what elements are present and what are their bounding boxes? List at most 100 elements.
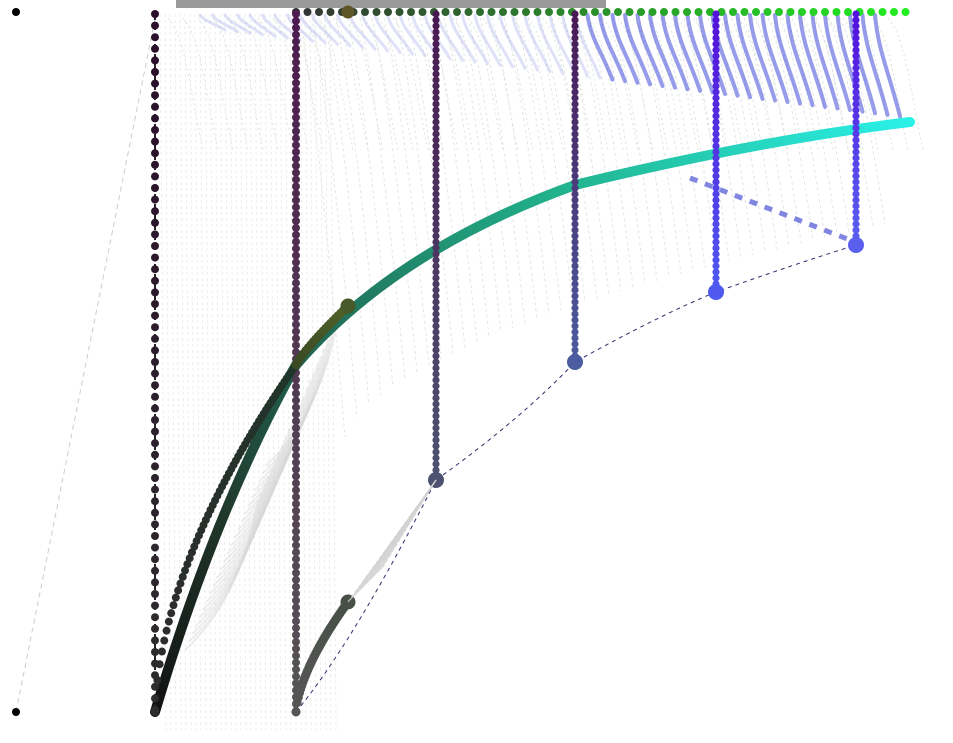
top-axis-dot <box>499 8 507 16</box>
left-vertical-dot <box>151 358 159 366</box>
vertical-line-2-end-marker <box>567 354 583 370</box>
vertical-line-1-dot <box>432 40 440 48</box>
center-vertical-dot <box>292 465 300 474</box>
left-vertical-dot <box>151 508 159 517</box>
vertical-line-4-dot <box>852 172 860 180</box>
vertical-line-3-dot <box>712 46 720 54</box>
diagram-marks <box>12 5 915 717</box>
vertical-line-1-dot <box>432 112 440 120</box>
vertical-line-4-end-marker <box>848 237 864 253</box>
blue-ghost-loop <box>448 13 477 64</box>
left-vertical-dot <box>151 416 159 424</box>
vertical-line-2-dot <box>571 16 579 24</box>
top-olive-marker <box>341 5 355 19</box>
vertical-line-2-dot <box>571 328 579 336</box>
gray-ghost-arc <box>243 363 319 515</box>
vertical-line-3-dot <box>712 214 720 222</box>
blue-ghost-loop <box>473 13 502 67</box>
vertical-line-1-dot <box>432 58 440 66</box>
vertical-line-1-dot <box>432 214 440 222</box>
center-vertical-dot <box>292 341 300 350</box>
vertical-line-3-dot <box>712 172 720 180</box>
left-vertical-dot <box>151 543 159 552</box>
gray-ghost-arc <box>264 315 340 467</box>
background-line <box>803 17 850 233</box>
vertical-line-1-dot <box>432 196 440 204</box>
background-line <box>737 17 774 151</box>
vertical-line-3-dot <box>712 40 720 48</box>
left-vertical-dot <box>151 648 159 656</box>
center-vertical-dot <box>292 320 300 329</box>
vertical-line-4-dot <box>852 184 860 192</box>
center-vertical-dot <box>292 644 300 653</box>
top-axis-dot <box>844 8 852 16</box>
left-guide-line <box>15 13 157 713</box>
left-vertical-dot <box>151 44 159 53</box>
left-vertical-dot <box>151 555 159 564</box>
gray-ghost-arc <box>236 379 312 531</box>
left-vertical-dot <box>151 184 159 192</box>
vertical-line-1-dot <box>432 34 440 42</box>
background-line <box>695 17 742 259</box>
background-lines <box>15 13 924 731</box>
background-line <box>347 17 384 151</box>
center-vertical-dot <box>292 430 300 439</box>
background-line <box>575 17 622 292</box>
center-vertical-dot <box>292 306 300 315</box>
top-axis-dot <box>786 8 795 16</box>
center-vertical-dot <box>292 506 300 515</box>
top-axis-dot <box>556 8 565 16</box>
vertical-line-1-dot <box>432 412 440 420</box>
ghost-lines <box>184 13 902 651</box>
vertical-line-4-dot <box>852 178 860 186</box>
vertical-line-1-dot <box>432 418 440 426</box>
main-curve <box>150 117 915 717</box>
center-vertical-dot <box>292 568 300 577</box>
vertical-line-1-dot <box>432 406 440 414</box>
blue-ghost-loop <box>773 13 802 106</box>
center-vertical-dot <box>292 493 300 501</box>
vertical-line-3-dot <box>712 262 720 270</box>
vertical-line-3-dot <box>712 238 720 246</box>
vertical-line-2-dot <box>571 40 579 48</box>
vertical-line-2-dot <box>571 130 579 138</box>
gray-ghost-arc <box>208 443 284 595</box>
left-curve-dot <box>164 617 173 626</box>
vertical-line-1-dot <box>432 370 440 378</box>
vertical-line-2-dot <box>571 10 579 18</box>
left-vertical-dot <box>151 230 159 239</box>
vertical-line-3-dot <box>712 16 720 24</box>
center-vertical-dot <box>292 223 300 232</box>
background-line <box>319 13 327 731</box>
blue-ghost-loop <box>685 13 715 95</box>
top-axis-dot <box>395 8 404 16</box>
vertical-line-1-dot <box>432 400 440 408</box>
background-line <box>314 13 322 731</box>
background-line <box>189 13 197 731</box>
center-vertical-dot <box>292 299 300 308</box>
lower-boundary-dashed <box>295 244 857 713</box>
left-curve-dot <box>151 708 159 716</box>
background-line <box>572 17 609 151</box>
vertical-line-1-dot <box>432 250 440 258</box>
blue-ghost-loop <box>810 13 840 111</box>
gray-fan-line <box>349 479 437 601</box>
vertical-line-3-dot <box>712 28 720 36</box>
top-axis-dot <box>602 8 611 16</box>
gray-ghost-arc <box>233 387 308 539</box>
vertical-line-2-dot <box>571 64 579 72</box>
top-axis-dot <box>648 8 657 16</box>
vertical-line-1-dot <box>432 364 440 372</box>
vertical-line-2-dot <box>571 304 579 312</box>
background-line <box>767 17 804 151</box>
vertical-line-3-dot <box>712 22 720 30</box>
top-axis-dot <box>384 8 392 16</box>
gray-ghost-arc <box>261 323 336 475</box>
center-vertical-dot <box>292 272 300 281</box>
vertical-line-4-dot <box>852 166 860 174</box>
background-line <box>482 17 519 151</box>
vertical-line-4-dot <box>852 202 860 210</box>
vertical-line-4-dot <box>852 226 860 234</box>
background-line <box>159 13 167 731</box>
left-vertical-dot <box>151 566 159 575</box>
